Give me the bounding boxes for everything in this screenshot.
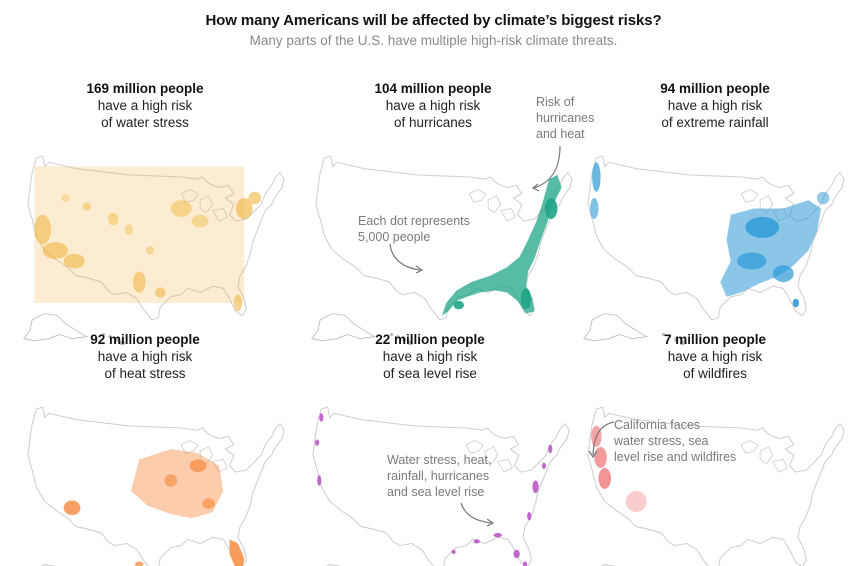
panel-sea-level-rise: 22 million people have a high risk of se… <box>285 331 575 566</box>
panel-hurricanes: 104 million people have a high risk of h… <box>288 80 594 345</box>
page-subtitle: Many parts of the U.S. have multiple hig… <box>249 33 618 48</box>
us-map-heat-stress <box>23 406 285 566</box>
panel-caption: 7 million people have a high risk of wil… <box>570 331 860 382</box>
annotation-line: 5,000 people <box>358 230 431 244</box>
us-map-wildfires <box>583 406 845 566</box>
panel-caption: 169 million people have a high risk of w… <box>0 80 290 131</box>
caption-line: of sea level rise <box>383 366 477 381</box>
annotation-line: California faces <box>614 418 701 432</box>
panel-heat-stress: 92 million people have a high risk of he… <box>0 331 290 566</box>
population-count: 104 million people <box>374 81 492 96</box>
annotation-line: and heat <box>536 127 585 141</box>
panel-caption: 94 million people have a high risk of ex… <box>570 80 860 131</box>
us-map-hurricanes <box>311 155 573 345</box>
panel-wildfires: 7 million people have a high risk of wil… <box>570 331 860 566</box>
header: How many Americans will be affected by c… <box>0 12 867 48</box>
caption-line: have a high risk <box>667 98 763 113</box>
arrow-icon <box>460 502 495 527</box>
panel-caption: 104 million people have a high risk of h… <box>288 80 578 131</box>
annotation-line: hurricanes <box>536 111 595 125</box>
panel-extreme-rainfall: 94 million people have a high risk of ex… <box>570 80 860 345</box>
caption-line: have a high risk <box>97 98 193 113</box>
caption-line: of extreme rainfall <box>661 115 769 130</box>
population-count: 169 million people <box>86 81 204 96</box>
panel-caption: 22 million people have a high risk of se… <box>285 331 575 382</box>
us-map-extreme-rainfall <box>583 155 845 345</box>
arrow-icon <box>531 145 561 192</box>
population-count: 92 million people <box>90 332 200 347</box>
annotation-line: Risk of <box>536 95 575 109</box>
page-title: How many Americans will be affected by c… <box>205 12 662 29</box>
panel-water-stress: 169 million people have a high risk of w… <box>0 80 290 345</box>
population-count: 22 million people <box>375 332 485 347</box>
annotation-california: California faces water stress, sea level… <box>614 417 736 465</box>
annotation-northeast: Risk of hurricanes and heat <box>536 94 594 142</box>
annotation-line: and sea level rise <box>387 485 485 499</box>
panel-caption: 92 million people have a high risk of he… <box>0 331 290 382</box>
caption-line: of water stress <box>101 115 189 130</box>
caption-line: of wildfires <box>683 366 747 381</box>
annotation-line: water stress, sea <box>614 434 709 448</box>
annotation-line: level rise and wildfires <box>614 450 737 464</box>
us-map-sea-level-rise <box>308 406 570 566</box>
annotation-line: Water stress, heat, <box>387 453 492 467</box>
caption-line: of hurricanes <box>393 115 473 130</box>
arrow-icon <box>588 421 615 459</box>
annotation-line: rainfall, hurricanes <box>387 469 490 483</box>
annotation-line: Each dot represents <box>358 214 470 228</box>
caption-line: have a high risk <box>382 349 478 364</box>
caption-line: have a high risk <box>667 349 763 364</box>
annotation-dot-legend: Each dot represents 5,000 people <box>358 213 470 245</box>
population-count: 7 million people <box>663 332 766 347</box>
annotation-florida: Water stress, heat, rainfall, hurricanes… <box>387 452 491 500</box>
caption-line: have a high risk <box>385 98 481 113</box>
caption-line: have a high risk <box>97 349 193 364</box>
caption-line: of heat stress <box>104 366 186 381</box>
population-count: 94 million people <box>660 81 770 96</box>
us-map-water-stress <box>23 155 285 345</box>
arrow-icon <box>389 243 424 274</box>
